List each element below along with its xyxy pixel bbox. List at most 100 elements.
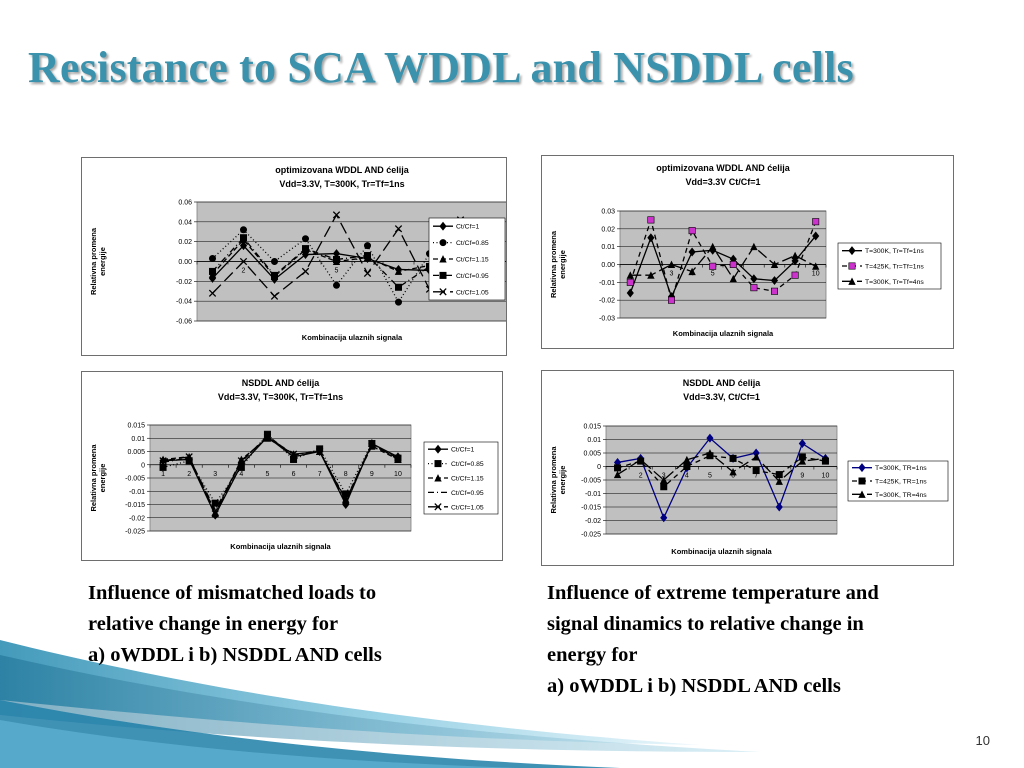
data-point xyxy=(209,255,217,263)
series-1 xyxy=(626,231,820,302)
data-point xyxy=(333,281,341,289)
data-point xyxy=(394,225,403,233)
data-point xyxy=(791,251,799,260)
legend-marker xyxy=(858,463,866,473)
y-axis-label: energije xyxy=(98,247,107,276)
y-tick-label: -0.01 xyxy=(585,491,601,498)
data-point xyxy=(209,267,217,275)
data-point xyxy=(706,449,714,457)
y-tick-label: 0.04 xyxy=(178,219,192,226)
legend-label: T=300K, TR=1ns xyxy=(875,465,927,472)
x-axis-label: Kombinacija ulaznih signala xyxy=(673,329,774,338)
y-tick-label: 0.015 xyxy=(127,423,145,430)
legend-label: Ct/Cf=1.05 xyxy=(456,289,489,296)
data-point xyxy=(750,284,758,292)
legend-label: Ct/Cf=1 xyxy=(451,447,474,454)
data-point xyxy=(237,457,246,465)
data-point xyxy=(394,283,402,291)
y-tick-label: -0.025 xyxy=(125,529,145,536)
data-point xyxy=(613,470,622,479)
data-point xyxy=(333,256,341,264)
chart-title: Vdd=3.3V, T=300K, Tr=Tf=1ns xyxy=(279,179,404,189)
data-point xyxy=(660,513,668,523)
x-tick-label: 5 xyxy=(711,271,715,278)
data-point xyxy=(706,433,714,443)
data-point xyxy=(332,211,341,219)
data-point xyxy=(729,454,737,462)
y-tick-label: -0.01 xyxy=(129,489,145,496)
data-point xyxy=(394,455,402,464)
data-point xyxy=(660,476,668,484)
y-tick-label: 0.015 xyxy=(583,424,601,431)
data-point xyxy=(289,450,298,458)
legend-label: T=300K, Tr=Tf=4ns xyxy=(865,279,924,286)
slide-title: Resistance to SCA WDDL and NSDDL cells xyxy=(28,43,854,92)
series-line xyxy=(629,235,817,299)
data-point xyxy=(729,274,737,283)
chart-nsddl-mismatched-loads-svg: NSDDL AND ćelija Vdd=3.3V, T=300K, Tr=Tf=… xyxy=(89,378,499,551)
data-point xyxy=(667,260,676,268)
legend-label: T=300K, TR=4ns xyxy=(875,492,927,499)
legend-marker xyxy=(848,262,856,270)
legend-marker xyxy=(439,239,447,247)
data-point xyxy=(301,250,310,260)
x-tick-label: 3 xyxy=(670,271,674,278)
data-point xyxy=(263,433,272,441)
y-tick-label: -0.02 xyxy=(599,298,615,305)
data-point xyxy=(159,457,167,465)
y-tick-label: 0 xyxy=(597,464,601,471)
chart-owddl-mismatched-loads-svg: optimizovana WDDL AND ćelija Vdd=3.3V, T=… xyxy=(89,165,506,342)
x-tick-label: 2 xyxy=(187,471,191,478)
data-point xyxy=(798,439,806,449)
x-tick-label: 4 xyxy=(685,473,689,480)
data-point xyxy=(798,457,807,465)
legend-label: T=300K, Tr=Tf=1ns xyxy=(865,248,924,255)
data-point xyxy=(342,496,350,505)
data-point xyxy=(821,454,830,462)
y-tick-label: 0.02 xyxy=(178,239,192,246)
data-point xyxy=(240,226,248,234)
data-point xyxy=(729,468,737,476)
series-line xyxy=(617,452,826,483)
caption-mismatched-loads: Influence of mismatched loads to relativ… xyxy=(88,578,382,671)
legend-marker xyxy=(848,246,856,256)
series-5 xyxy=(159,433,402,518)
legend-marker xyxy=(858,477,866,485)
data-point xyxy=(770,260,779,268)
y-tick-label: -0.005 xyxy=(581,478,601,485)
y-tick-label: 0.00 xyxy=(601,262,615,269)
legend-marker xyxy=(434,460,442,468)
data-point xyxy=(683,463,691,471)
data-point xyxy=(647,216,655,224)
x-axis-label: Kombinacija ulaznih signala xyxy=(302,333,403,342)
data-point xyxy=(812,262,820,270)
series-line xyxy=(162,436,399,516)
data-point xyxy=(239,241,248,251)
legend-label: T=425K, TR=1ns xyxy=(875,479,927,486)
legend-marker xyxy=(434,503,442,511)
y-tick-label: 0 xyxy=(141,462,145,469)
data-point xyxy=(394,298,402,306)
x-tick-label: 9 xyxy=(370,471,374,478)
data-point xyxy=(750,242,758,251)
data-point xyxy=(647,271,655,279)
x-tick-label: 9 xyxy=(800,473,804,480)
legend-label: Ct/Cf=0.85 xyxy=(451,461,484,468)
y-tick-label: 0.005 xyxy=(127,449,145,456)
x-tick-label: 5 xyxy=(335,268,339,275)
data-point xyxy=(614,464,622,472)
series-line xyxy=(617,437,826,520)
series-line xyxy=(630,245,816,280)
y-tick-label: -0.03 xyxy=(599,316,615,323)
data-point xyxy=(302,245,310,253)
data-point xyxy=(660,483,668,491)
series-line xyxy=(212,213,493,298)
y-tick-label: 0.02 xyxy=(601,226,615,233)
data-point xyxy=(688,247,696,257)
data-point xyxy=(688,227,696,235)
caption-line: a) oWDDL i b) NSDDL AND cells xyxy=(547,675,841,697)
legend-marker xyxy=(858,490,866,498)
data-point xyxy=(647,233,655,243)
y-tick-label: -0.005 xyxy=(125,476,145,483)
